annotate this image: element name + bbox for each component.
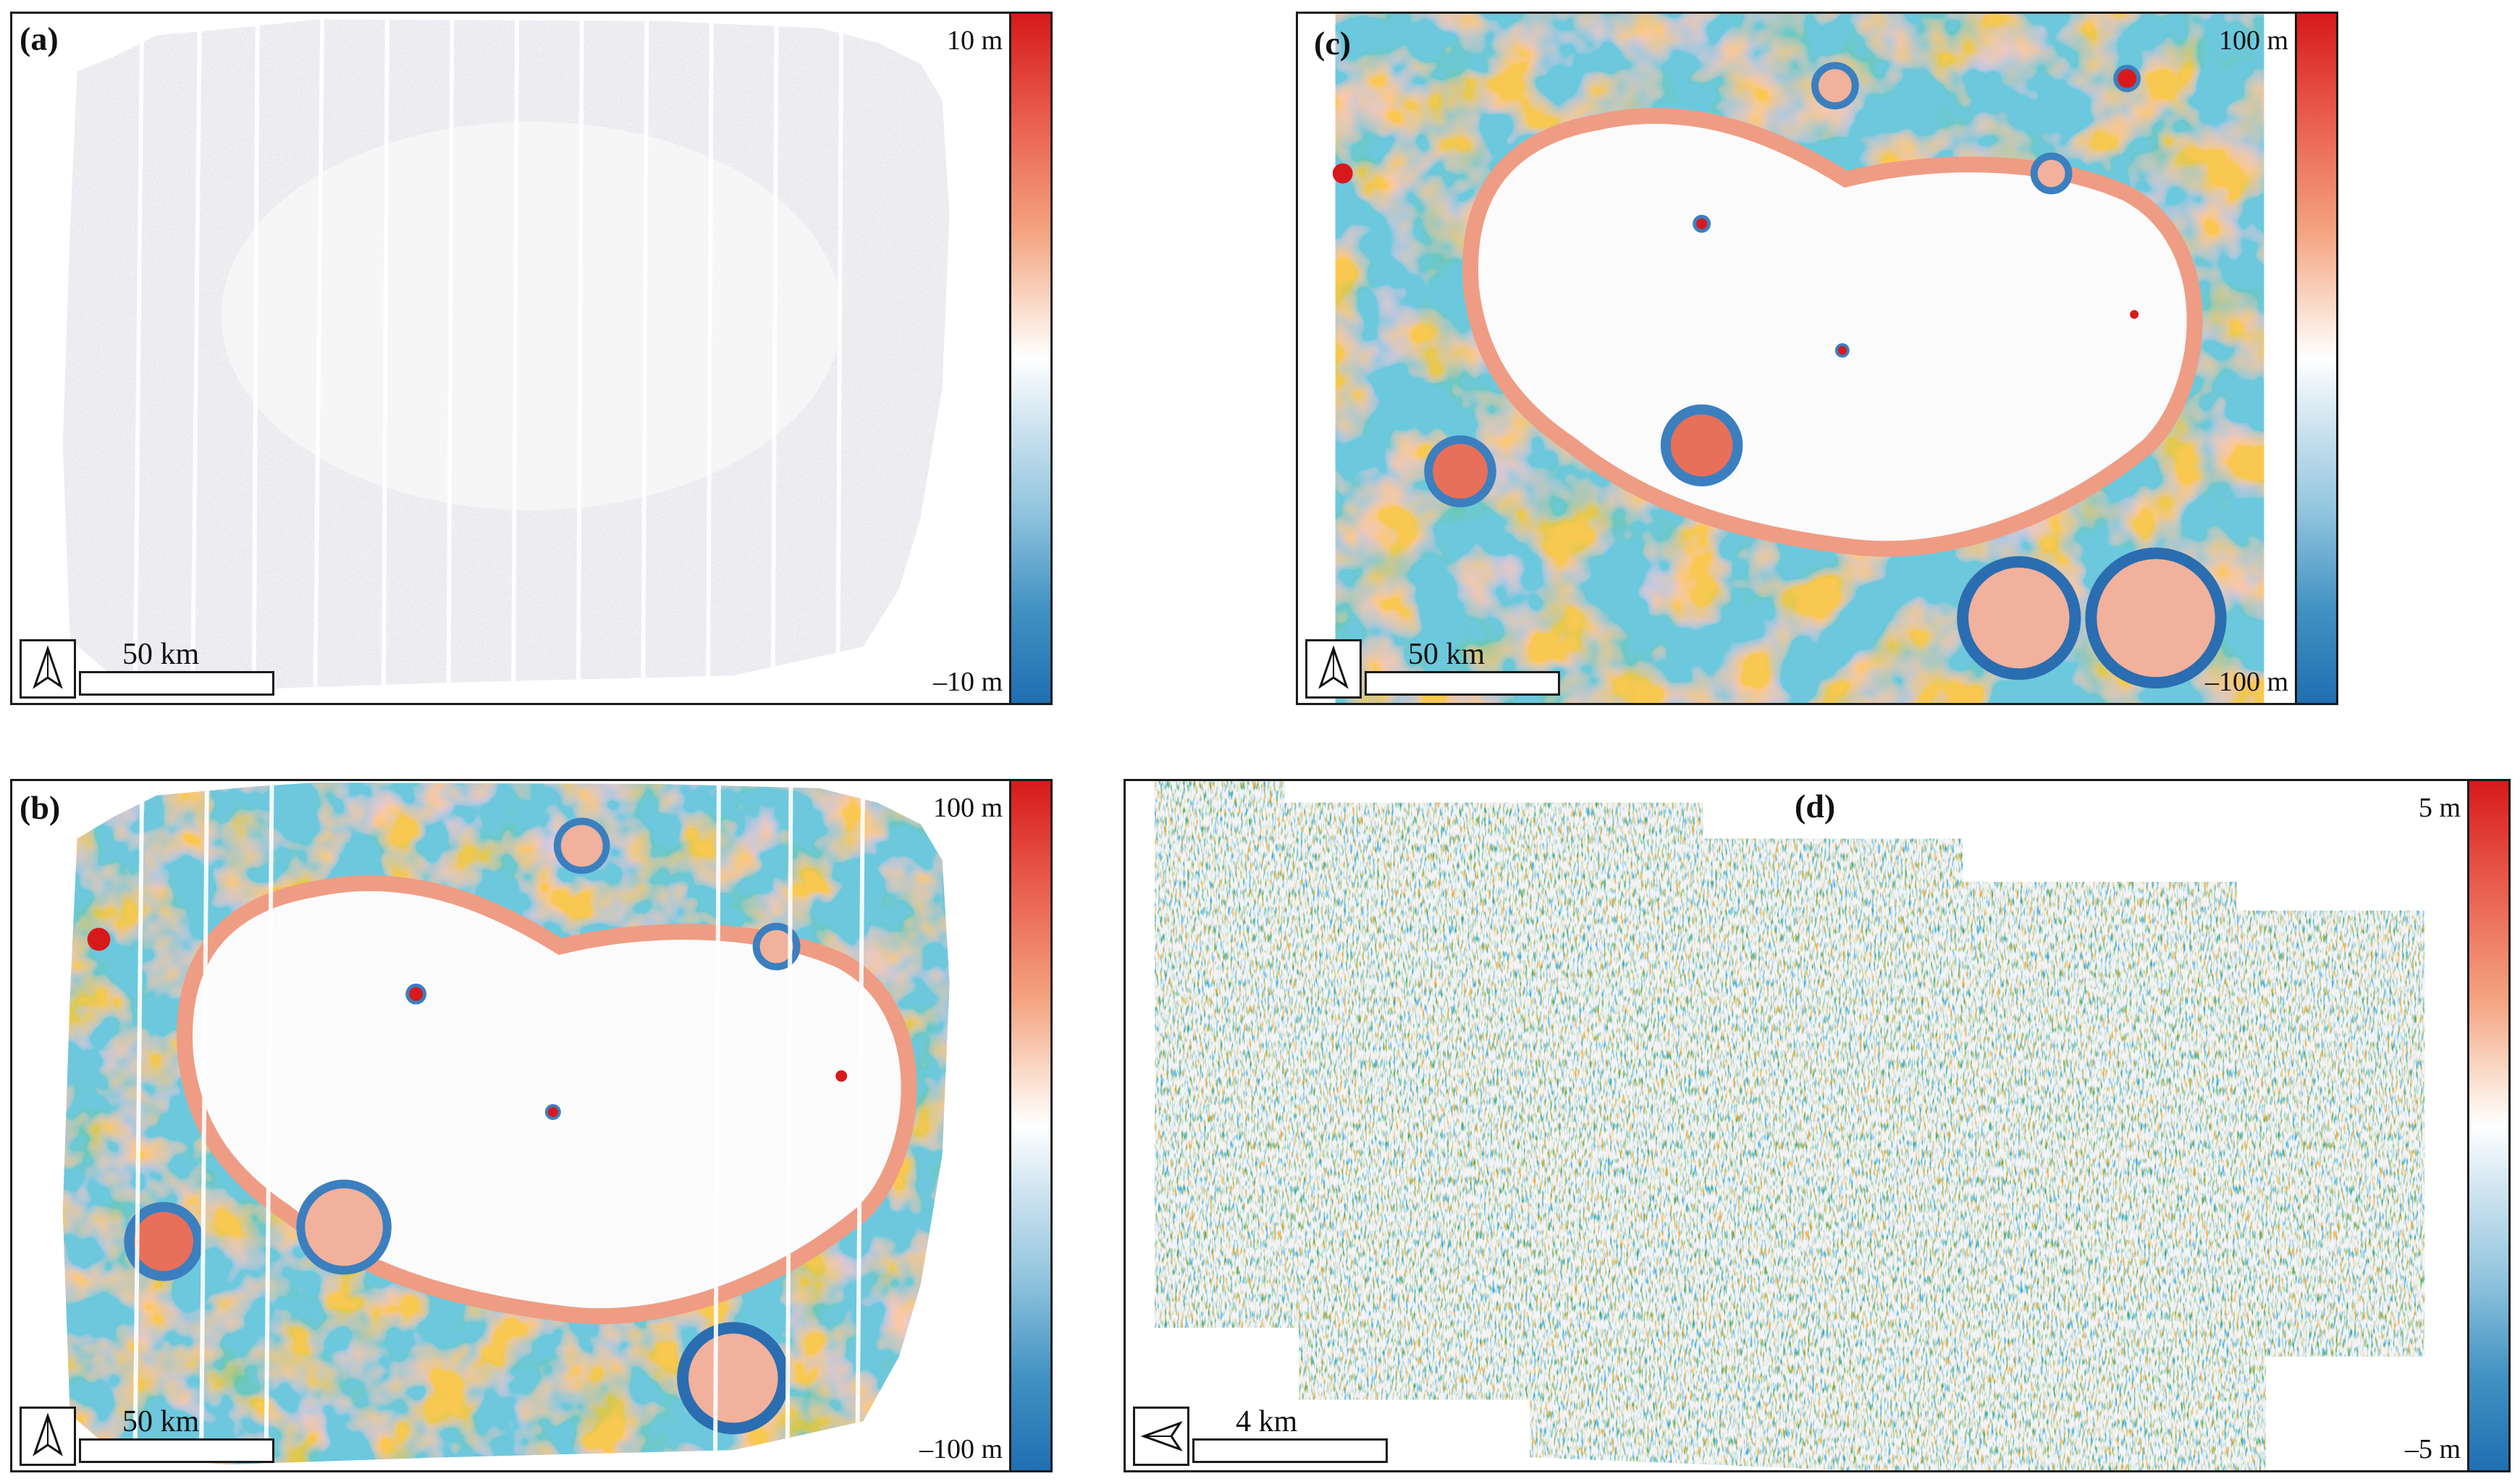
panel-c: (c) 100 m –100 m 50 km (1296, 12, 2338, 705)
panel-a: (a) 10 m –10 m 50 km (10, 12, 1053, 705)
colorbar-a (1009, 14, 1050, 703)
map-c (1332, 14, 2264, 703)
map-d (1154, 781, 2425, 1470)
panel-d: (d) 5 m –5 m 4 km (1124, 779, 2511, 1472)
map-a (62, 19, 950, 691)
north-arrow-icon (20, 639, 76, 699)
mosaic-b (62, 782, 950, 1465)
panel-label-b: (b) (20, 789, 61, 826)
colorbar-max-b: 100 m (932, 793, 1003, 823)
scale-bar-d (1192, 1438, 1388, 1463)
map-b (62, 782, 950, 1465)
colorbar-min-b: –100 m (919, 1434, 1003, 1464)
panel-label-d: (d) (1795, 788, 1836, 825)
north-arrow-icon (20, 1407, 76, 1466)
colorbar-min-c: –100 m (2204, 667, 2288, 697)
colorbar-d (2467, 781, 2508, 1470)
colorbar-min-a: –10 m (932, 667, 1003, 697)
panel-b: (b) 100 m –100 m 50 km (10, 779, 1053, 1472)
scale-label-b: 50 km (122, 1405, 200, 1438)
colorbar-min-d: –5 m (2404, 1434, 2461, 1464)
north-arrow-west-icon (1133, 1407, 1189, 1466)
panel-label-c: (c) (1314, 25, 1352, 62)
scale-bar-b (79, 1438, 274, 1463)
colorbar-c (2295, 14, 2336, 703)
scale-label-a: 50 km (122, 638, 200, 671)
colorbar-max-a: 10 m (946, 25, 1003, 56)
scale-bar-c (1365, 671, 1560, 696)
panel-label-a: (a) (20, 20, 59, 57)
colorbar-max-d: 5 m (2418, 793, 2461, 823)
mosaic-a (62, 19, 950, 691)
north-arrow-icon (1305, 639, 1362, 699)
mosaic-d (1154, 781, 2425, 1470)
colorbar-max-c: 100 m (2218, 25, 2288, 56)
craters-c (1332, 62, 2227, 689)
scale-bar-a (79, 671, 274, 696)
colorbar-b (1009, 781, 1050, 1470)
scale-label-c: 50 km (1408, 638, 1486, 671)
scale-label-d: 4 km (1236, 1405, 1298, 1438)
crater-rims-c (1462, 108, 2203, 557)
